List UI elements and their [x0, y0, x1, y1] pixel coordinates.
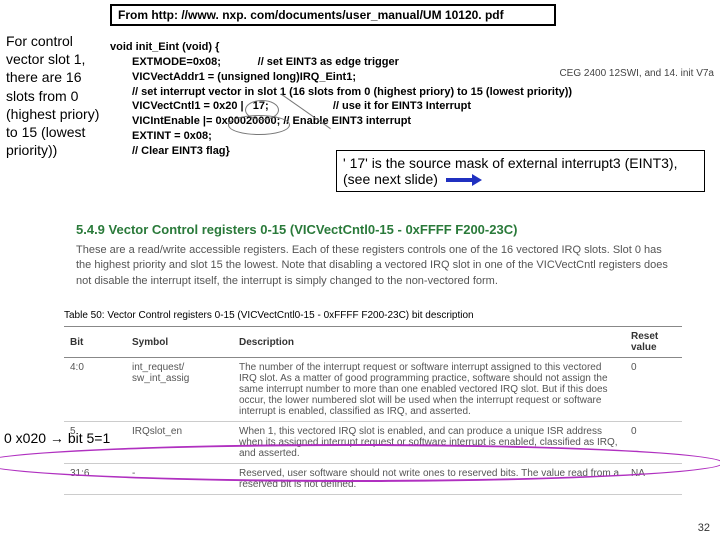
cell-symbol: int_request/ sw_int_assig: [126, 358, 233, 422]
code-line: EXTMODE=0x08; // set EINT3 as edge trigg…: [110, 55, 590, 70]
callout-box: ' 17' is the source mask of external int…: [336, 150, 705, 192]
code-text: VICVectCntl1 = 0x20 |: [132, 100, 244, 112]
th-bit: Bit: [64, 327, 126, 358]
th-symbol: Symbol: [126, 327, 233, 358]
cell-desc: The number of the interrupt request or s…: [233, 358, 625, 422]
code-comment: // set EINT3 as edge trigger: [258, 56, 399, 68]
cell-reset: 0: [625, 358, 682, 422]
section-heading: 5.4.9 Vector Control registers 0-15 (VIC…: [76, 222, 517, 237]
oval-annotation: [228, 115, 290, 135]
code-line: void init_Eint (void) {: [110, 40, 590, 55]
purple-highlight-ellipse: [0, 444, 720, 482]
code-line: VICVectAddr1 = (unsigned long)IRQ_Eint1;: [110, 70, 590, 85]
slide-footer-label: CEG 2400 12SWI, and 14. init V7a: [559, 68, 714, 79]
left-margin-note: For control vector slot 1, there are 16 …: [6, 32, 106, 159]
bit-annotation: 0 x020 → bit 5=1: [4, 430, 110, 446]
section-paragraph: These are a read/write accessible regist…: [76, 243, 676, 289]
header-source-box: From http: //www. nxp. com/documents/use…: [110, 4, 556, 26]
arrow-right-icon: [446, 175, 486, 185]
th-description: Description: [233, 327, 625, 358]
code-comment: // use it for EINT3 Interrupt: [333, 100, 471, 112]
table-row: 4:0 int_request/ sw_int_assig The number…: [64, 358, 682, 422]
table-caption: Table 50: Vector Control registers 0-15 …: [64, 310, 474, 321]
code-line: EXTINT = 0x08;: [110, 129, 590, 144]
page-number: 32: [698, 522, 710, 534]
table-header-row: Bit Symbol Description Reset value: [64, 327, 682, 358]
code-line: VICIntEnable |= 0x00020000; // Enable EI…: [110, 114, 590, 129]
code-line: VICVectCntl1 = 0x20 | 17; // use it for …: [110, 99, 590, 114]
callout-text: ' 17' is the source mask of external int…: [343, 155, 677, 187]
cell-bit: 4:0: [64, 358, 126, 422]
code-snippet: void init_Eint (void) { EXTMODE=0x08; //…: [110, 40, 590, 159]
th-reset: Reset value: [625, 327, 682, 358]
code-line: // set interrupt vector in slot 1 (16 sl…: [110, 85, 590, 100]
code-text: EXTMODE=0x08;: [132, 56, 221, 68]
